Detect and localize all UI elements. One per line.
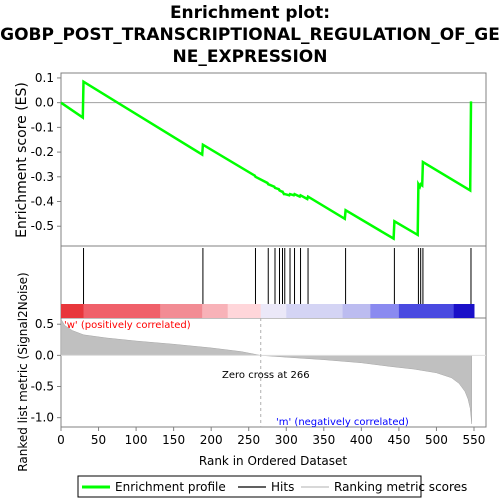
chart-title-line-2: GOBP_POST_TRANSCRIPTIONAL_REGULATION_OF_… xyxy=(0,25,500,45)
legend-hits-label: Hits xyxy=(271,480,294,494)
xtick-label-3: 150 xyxy=(162,433,185,447)
rank-bar-segment-0 xyxy=(61,304,85,318)
legend: Enrichment profile Hits Ranking metric s… xyxy=(77,475,467,498)
rank-bar-segment-5 xyxy=(260,304,287,318)
ranking-metric-area xyxy=(60,318,472,424)
rank-bar-segment-7 xyxy=(342,304,371,318)
x-axis-title: Rank in Ordered Dataset xyxy=(199,454,347,468)
metric-layer xyxy=(60,318,486,427)
rank-bar-segment-6 xyxy=(286,304,344,318)
es-ytick-label-4: -0.3 xyxy=(31,170,54,184)
es-axis-title: Enrichment score (ES) xyxy=(14,82,30,238)
zero-cross-label: Zero cross at 266 xyxy=(222,370,310,381)
es-ytick-label-0: 0.1 xyxy=(35,71,54,85)
metric-axis-title: Ranked list metric (Signal2Noise) xyxy=(16,272,30,471)
chart-title-line-3: NE_EXPRESSION xyxy=(172,47,328,67)
metric-ytick-label-2: -0.5 xyxy=(31,380,54,394)
es-ytick-label-1: 0.0 xyxy=(35,96,54,110)
enrichment-profile-line xyxy=(60,79,473,241)
es-ytick-label-2: -0.1 xyxy=(31,120,54,134)
negative-correlation-label: 'm' (negatively correlated) xyxy=(276,417,409,428)
metric-ytick-label-1: 0.0 xyxy=(35,348,54,362)
rank-bar-segment-3 xyxy=(202,304,229,318)
xtick-label-11: 550 xyxy=(463,433,486,447)
rank-bar-segment-2 xyxy=(160,304,203,318)
hits-layer xyxy=(83,248,472,304)
xtick-label-9: 450 xyxy=(387,433,410,447)
rank-bar-segment-1 xyxy=(83,304,161,318)
rank-color-bar xyxy=(61,304,475,318)
xtick-label-6: 300 xyxy=(275,433,298,447)
xtick-label-7: 350 xyxy=(312,433,335,447)
xtick-label-0: 0 xyxy=(57,433,65,447)
es-panel-frame xyxy=(60,72,487,247)
chart-title-line-1: Enrichment plot: xyxy=(169,3,331,23)
rank-bar-segment-4 xyxy=(227,304,262,318)
legend-metric-label: Ranking metric scores xyxy=(334,480,467,494)
rank-bar-segment-9 xyxy=(398,304,455,318)
metric-ytick-label-0: 0.5 xyxy=(35,317,54,331)
xtick-label-2: 100 xyxy=(125,433,148,447)
xtick-label-1: 50 xyxy=(91,433,106,447)
xtick-label-5: 250 xyxy=(237,433,260,447)
es-ytick-label-3: -0.2 xyxy=(31,145,54,159)
es-layer xyxy=(60,79,486,241)
rank-bar-segment-8 xyxy=(370,304,400,318)
xtick-label-8: 400 xyxy=(350,433,373,447)
positive-correlation-label: 'w' (positively correlated) xyxy=(64,320,191,331)
xtick-label-4: 200 xyxy=(200,433,223,447)
xtick-label-10: 500 xyxy=(425,433,448,447)
es-ytick-label-6: -0.5 xyxy=(31,219,54,233)
es-ytick-label-5: -0.4 xyxy=(31,195,54,209)
metric-ytick-label-3: -1.0 xyxy=(31,411,54,425)
legend-enrichment-label: Enrichment profile xyxy=(115,480,226,494)
axis-layer: 0.1 0.0 -0.1 -0.2 -0.3 -0.4 -0.5 0.5 0.0 -0.5 -1.0… xyxy=(31,71,486,447)
rank-bar-segment-10 xyxy=(453,304,475,318)
